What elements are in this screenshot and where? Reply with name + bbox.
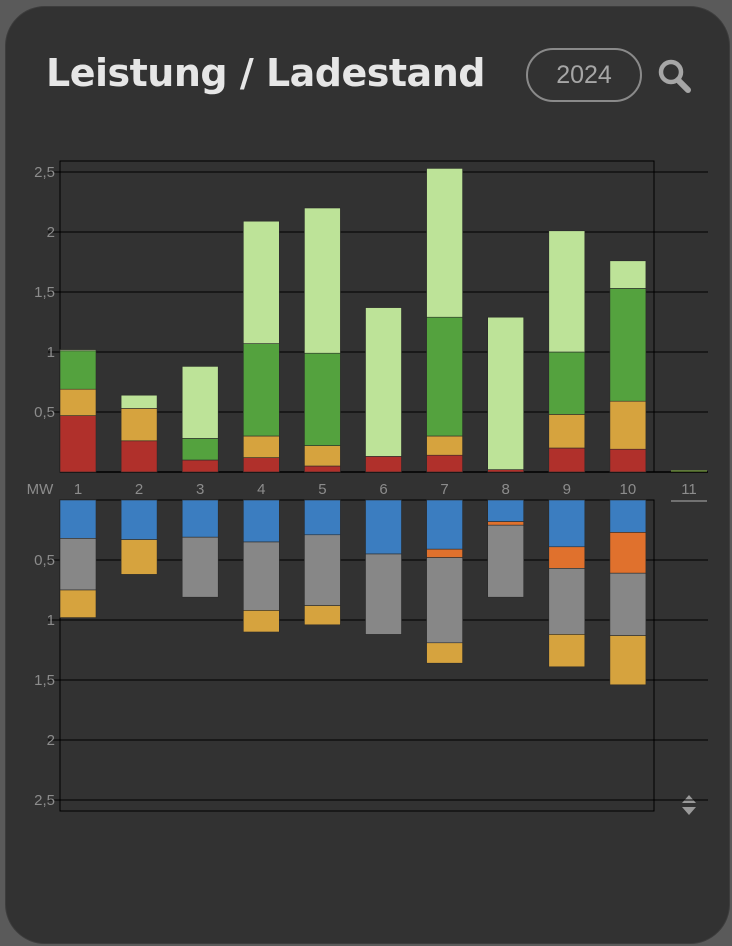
bottom-bar-segment	[59, 538, 97, 591]
top-bar-segment	[487, 316, 525, 470]
top-bar-segment	[548, 414, 586, 449]
bottom-bar-segment	[426, 642, 463, 664]
top-bar-segment	[181, 366, 219, 439]
top-bar-segment	[548, 230, 586, 353]
bottom-bar-segment	[487, 521, 525, 526]
top-y-tick-label: 1	[47, 344, 55, 361]
axis-labels: 2,5 2 1,5 1 0,5 0,5 1 1,5 2 2,5 MW 1 2 3 4 5 6 7 8 9 10 11	[27, 164, 697, 809]
top-bar-segment	[365, 456, 402, 473]
bottom-y-tick-label: 2	[47, 732, 55, 749]
top-bar-segment	[609, 400, 647, 450]
bottom-y-tick-label: 0,5	[34, 552, 55, 569]
top-bar-segment	[243, 343, 280, 437]
top-y-tick-label: 0,5	[34, 404, 55, 421]
x-tick-label: 3	[196, 481, 204, 498]
top-bar-segment	[426, 168, 463, 318]
top-bar-segment	[609, 260, 647, 289]
top-bar-segment	[426, 316, 463, 437]
x-tick-label: 4	[257, 481, 265, 498]
bottom-bar-segment	[243, 499, 280, 543]
bottom-y-tick-label: 1	[47, 612, 55, 629]
top-y-tick-label: 2,5	[34, 164, 55, 181]
top-bar-segment	[59, 388, 97, 416]
bottom-bar-segment	[609, 572, 647, 636]
top-y-tick-label: 1,5	[34, 284, 55, 301]
top-bar-segment	[181, 438, 219, 461]
bottom-y-tick-label: 2,5	[34, 792, 55, 809]
bottom-bar-segment	[548, 499, 586, 548]
bottom-bar-segment	[487, 499, 525, 522]
top-bar-segment	[304, 207, 341, 354]
x-tick-label: 6	[379, 481, 387, 498]
top-bar-segment	[609, 448, 647, 473]
bottom-y-tick-label: 1,5	[34, 672, 55, 689]
top-bar-segment	[243, 220, 280, 344]
top-bar-segment	[426, 435, 463, 456]
top-bar-segment	[304, 352, 341, 446]
bottom-bar-segment	[548, 568, 586, 635]
x-tick-label: 1	[74, 481, 82, 498]
search-icon[interactable]	[656, 55, 692, 95]
bottom-bar-segment	[243, 541, 280, 611]
bottom-bar-segment	[181, 536, 219, 598]
top-bar-segment	[243, 457, 280, 473]
x-tick-label: 10	[620, 481, 637, 498]
page-title: Leistung / Ladestand	[46, 51, 485, 95]
bottom-bar-segment	[609, 532, 647, 574]
top-bar-segment	[243, 435, 280, 458]
x-tick-label: 2	[135, 481, 143, 498]
sort-up-down-icon[interactable]	[678, 793, 700, 817]
top-bar-segment	[181, 459, 219, 473]
bottom-bar-segment	[243, 610, 280, 633]
top-bar-segment	[487, 469, 525, 473]
top-bar-segment	[120, 394, 158, 409]
bottom-bar-segment	[304, 605, 341, 626]
top-bar-segment	[548, 351, 586, 415]
bottom-bar-segment	[609, 499, 647, 533]
chart-card: Leistung / Ladestand 2024	[5, 6, 730, 944]
unit-label: MW	[27, 481, 54, 498]
x-tick-label: 9	[563, 481, 571, 498]
bottom-bar-segment	[548, 546, 586, 569]
bottom-bar-segment	[487, 524, 525, 598]
bottom-bar-segment	[59, 589, 97, 618]
top-bar-segment	[426, 454, 463, 473]
bars	[59, 168, 707, 686]
bottom-bar-segment	[181, 499, 219, 538]
x-tick-label: 7	[440, 481, 448, 498]
x-tick-label: 11	[681, 481, 697, 498]
top-bar-segment	[120, 408, 158, 442]
top-bar-segment	[548, 447, 586, 473]
bottom-bar-segment	[426, 499, 463, 550]
x-tick-label: 8	[502, 481, 510, 498]
top-bar-segment	[59, 349, 97, 352]
year-selector-button[interactable]: 2024	[526, 48, 642, 102]
x-tick-label: 5	[318, 481, 326, 498]
bottom-bar-segment	[120, 539, 158, 575]
top-bar-segment	[59, 415, 97, 473]
bottom-plot-frame	[59, 499, 655, 812]
top-bar-segment	[120, 440, 158, 473]
top-bar-segment	[609, 288, 647, 402]
top-bar-segment	[365, 307, 402, 457]
grid-lines	[48, 160, 708, 812]
top-y-tick-label: 2	[47, 224, 55, 241]
bottom-bar-segment	[365, 499, 402, 555]
bottom-bar-segment	[365, 553, 402, 635]
bottom-bar-segment	[120, 499, 158, 540]
top-bar-segment	[304, 465, 341, 473]
top-bar-segment	[59, 350, 97, 390]
bottom-bar-segment	[609, 635, 647, 686]
bottom-bar-segment	[59, 499, 97, 539]
top-bar-segment	[304, 445, 341, 467]
bottom-bar-segment	[426, 548, 463, 558]
bottom-bar-segment	[304, 534, 341, 606]
bottom-bar-segment	[548, 634, 586, 668]
bottom-bar-segment	[304, 499, 341, 536]
bottom-bar-segment	[426, 557, 463, 644]
